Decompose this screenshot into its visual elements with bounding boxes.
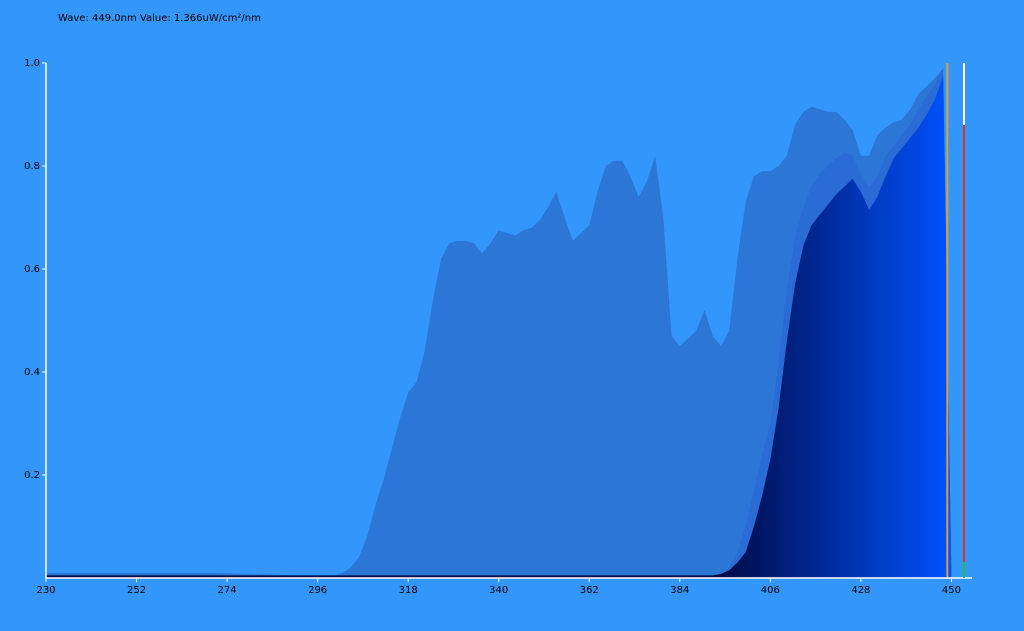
x-tick-label: 296 (308, 585, 327, 596)
x-tick-label: 230 (36, 585, 55, 596)
x-tick-label: 450 (942, 585, 961, 596)
x-tick-label: 274 (218, 585, 237, 596)
x-tick-label: 340 (489, 585, 508, 596)
y-tick-label: 0.6 (24, 264, 40, 275)
spectrum-area (46, 68, 952, 578)
readout: Wave: 449.0nm Value: 1.366uW/cm²/nm (58, 13, 261, 24)
spectrum-area (46, 75, 952, 579)
y-tick-label: 1.0 (24, 58, 40, 69)
x-tick-label: 406 (761, 585, 780, 596)
y-tick-label: 0.2 (24, 470, 40, 481)
y-tick-label: 0.4 (24, 367, 40, 378)
x-tick-label: 428 (851, 585, 870, 596)
y-tick-label: 0.8 (24, 161, 40, 172)
x-tick-label: 318 (399, 585, 418, 596)
x-tick-label: 362 (580, 585, 599, 596)
x-tick-label: 252 (127, 585, 146, 596)
x-tick-label: 384 (670, 585, 689, 596)
